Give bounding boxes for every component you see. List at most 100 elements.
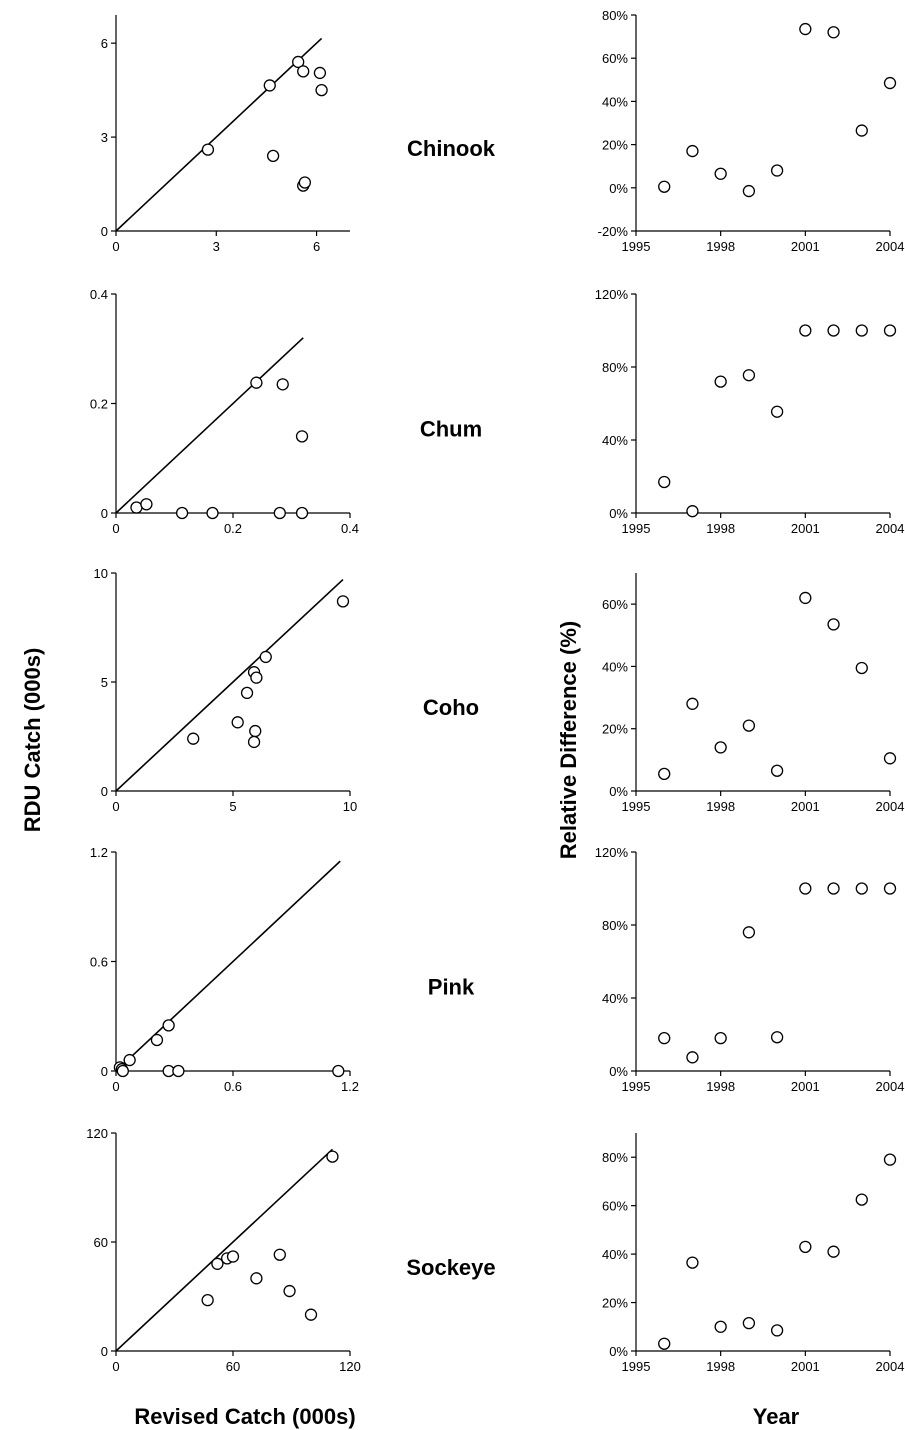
sockeye-catch-point: [201, 1293, 214, 1307]
chum-catch-one-to-one-line: [115, 337, 304, 514]
chinook-catch-y-tick-label: 0: [101, 224, 108, 239]
chinook-reldiff-y-tick-label: 20%: [602, 138, 628, 153]
chinook-reldiff-panel: -20% 0% 20% 40% 60% 80% 1995 1998 2001 2004: [598, 8, 905, 254]
coho-catch-y-tick-label: 10: [94, 566, 108, 581]
chum-catch-y-tick-label: 0.2: [90, 397, 108, 412]
coho-reldiff-point: [855, 661, 868, 675]
pink-catch-panel: 0 0.6 1.2 0 0.6 1.2 Pink: [90, 845, 475, 1094]
chum-reldiff-point: [827, 324, 840, 337]
chum-reldiff-point: [742, 369, 756, 382]
chum-catch-point: [250, 376, 263, 389]
sockeye-reldiff-x-tick-label: 1995: [622, 1359, 651, 1374]
chinook-reldiff-point: [799, 22, 812, 36]
pink-catch-y-tick-label: 1.2: [90, 845, 108, 860]
pink-catch-x-tick-label: 0: [112, 1079, 119, 1094]
chinook-catch-point: [266, 149, 280, 163]
chum-reldiff-point: [714, 375, 727, 388]
chum-catch-point: [273, 506, 286, 520]
chinook-reldiff-y-tick-label: 80%: [602, 8, 628, 23]
coho-catch-x-tick-label: 5: [229, 799, 236, 814]
right-x-axis-title: Year: [753, 1404, 800, 1429]
chinook-catch-point: [298, 176, 312, 189]
pink-reldiff-y-tick-label: 40%: [602, 991, 628, 1006]
chum-reldiff-point: [799, 324, 812, 337]
sockeye-reldiff-point: [686, 1256, 699, 1269]
chum-catch-panel: 0 0.2 0.4 0 0.2 0.4 Chum: [90, 287, 482, 536]
chum-reldiff-point: [686, 505, 699, 518]
pink-reldiff-point: [855, 882, 868, 895]
chum-catch-x-tick-label: 0: [112, 521, 119, 536]
coho-catch-y-tick-label: 0: [101, 784, 108, 799]
coho-catch-x-tick-label: 10: [343, 799, 357, 814]
pink-reldiff-y-tick-label: 0%: [609, 1064, 628, 1079]
coho-catch-one-to-one-line: [115, 578, 344, 792]
chinook-catch-point: [201, 143, 215, 156]
chinook-catch-panel: 0 3 6 0 3 6 Chinook: [101, 15, 496, 254]
chinook-catch-point: [315, 83, 328, 97]
chinook-reldiff-point: [742, 184, 756, 198]
pink-reldiff-x-tick-label: 1995: [622, 1079, 651, 1094]
chinook-reldiff-x-tick-label: 2004: [876, 239, 905, 254]
coho-catch-x-tick-label: 0: [112, 799, 119, 814]
chinook-catch-point: [313, 66, 327, 80]
pink-reldiff-point: [686, 1051, 699, 1064]
pink-reldiff-point: [770, 1031, 784, 1044]
pink-catch-one-to-one-line: [115, 860, 341, 1072]
sockeye-catch-panel: 0 60 120 0 60 120 Sockeye: [86, 1126, 495, 1374]
sockeye-catch-point: [283, 1284, 296, 1298]
pink-reldiff-point: [827, 882, 840, 895]
chinook-catch-y-tick-label: 6: [101, 36, 108, 51]
chum-catch-x-tick-label: 0.4: [341, 521, 359, 536]
chinook-reldiff-point: [827, 26, 840, 39]
chinook-catch-point: [297, 65, 310, 78]
sockeye-reldiff-y-tick-label: 60%: [602, 1199, 628, 1214]
chinook-reldiff-y-tick-label: 60%: [602, 51, 628, 66]
chum-reldiff-x-tick-label: 1998: [706, 521, 735, 536]
chinook-reldiff-point: [855, 124, 868, 137]
chum-catch-point: [175, 506, 189, 520]
sockeye-catch-one-to-one-line: [115, 1148, 333, 1352]
coho-reldiff-x-tick-label: 1998: [706, 799, 735, 814]
coho-reldiff-y-tick-label: 60%: [602, 597, 628, 612]
pink-catch-point: [150, 1033, 164, 1047]
chum-catch-point: [206, 506, 219, 520]
coho-reldiff-y-tick-label: 40%: [602, 659, 628, 674]
chum-reldiff-point: [883, 324, 897, 337]
chinook-reldiff-point: [658, 180, 671, 193]
chinook-catch-point: [263, 79, 276, 92]
chum-catch-point: [295, 506, 309, 520]
coho-reldiff-point: [714, 741, 727, 754]
sockeye-catch-x-tick-label: 60: [226, 1359, 240, 1374]
chinook-catch-one-to-one-line: [115, 37, 323, 232]
chum-reldiff-point: [855, 324, 868, 337]
chinook-catch-x-tick-label: 6: [313, 239, 320, 254]
sockeye-reldiff-point: [770, 1324, 784, 1337]
chinook-catch-x-tick-label: 3: [213, 239, 220, 254]
sockeye-catch-point: [273, 1248, 286, 1261]
coho-reldiff-point: [770, 764, 784, 777]
chinook-species-label: Chinook: [407, 136, 496, 161]
pink-reldiff-y-tick-label: 80%: [602, 918, 628, 933]
coho-reldiff-point: [827, 618, 840, 631]
coho-catch-point: [187, 732, 200, 745]
pink-catch-point: [332, 1064, 345, 1078]
sockeye-catch-point: [226, 1250, 240, 1263]
coho-reldiff-point: [799, 591, 812, 605]
chinook-reldiff-x-tick-label: 1995: [622, 239, 651, 254]
chum-reldiff-point: [658, 475, 671, 489]
chum-reldiff-y-tick-label: 40%: [602, 433, 628, 448]
pink-reldiff-x-tick-label: 2004: [876, 1079, 905, 1094]
sockeye-reldiff-y-tick-label: 80%: [602, 1150, 628, 1165]
sockeye-reldiff-x-tick-label: 1998: [706, 1359, 735, 1374]
chinook-reldiff-point: [714, 167, 727, 180]
pink-reldiff-point: [658, 1032, 671, 1045]
pink-reldiff-x-tick-label: 1998: [706, 1079, 735, 1094]
chum-catch-point: [276, 378, 289, 391]
pink-catch-point: [162, 1019, 175, 1032]
coho-reldiff-x-tick-label: 2004: [876, 799, 905, 814]
chum-species-label: Chum: [420, 417, 482, 442]
sockeye-catch-y-tick-label: 0: [101, 1344, 108, 1359]
left-y-axis-title: RDU Catch (000s): [20, 648, 45, 833]
chinook-reldiff-y-tick-label: -20%: [598, 224, 629, 239]
